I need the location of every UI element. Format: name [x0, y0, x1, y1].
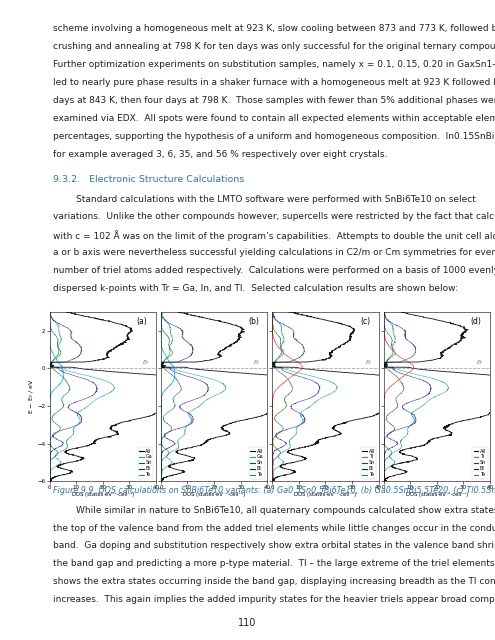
Text: (d): (d): [471, 317, 482, 326]
Text: scheme involving a homogeneous melt at 923 K, slow cooling between 873 and 773 K: scheme involving a homogeneous melt at 9…: [53, 24, 495, 33]
Text: (a): (a): [137, 317, 148, 326]
Text: $E_F$: $E_F$: [476, 358, 485, 367]
Legend: All, Tl, Sn, Bi, Te: All, Tl, Sn, Bi, Te: [361, 447, 376, 479]
Text: for example averaged 3, 6, 35, and 56 % respectively over eight crystals.: for example averaged 3, 6, 35, and 56 % …: [53, 150, 388, 159]
Text: a or b axis were nevertheless successful yielding calculations in C2/m or Cm sym: a or b axis were nevertheless successful…: [53, 248, 495, 257]
Text: led to nearly pure phase results in a shaker furnace with a homogeneous melt at : led to nearly pure phase results in a sh…: [53, 78, 495, 87]
Text: $E_F$: $E_F$: [253, 358, 262, 367]
Text: (b): (b): [248, 317, 259, 326]
Text: Further optimization experiments on substitution samples, namely x = 0.1, 0.15, : Further optimization experiments on subs…: [53, 60, 495, 69]
Text: Figure 9.9  DOS calculations on SnBi6Te10 variants: (a) Ga0.5Sn0.5Bi6Te10, (b) G: Figure 9.9 DOS calculations on SnBi6Te10…: [53, 486, 495, 495]
Text: percentages, supporting the hypothesis of a uniform and homogeneous composition.: percentages, supporting the hypothesis o…: [53, 132, 495, 141]
Text: examined via EDX.  All spots were found to contain all expected elements within : examined via EDX. All spots were found t…: [53, 114, 495, 123]
X-axis label: DOS (states·eV⁻¹·cell⁻¹): DOS (states·eV⁻¹·cell⁻¹): [72, 492, 134, 497]
Text: 9.3.2.   Electronic Structure Calculations: 9.3.2. Electronic Structure Calculations: [53, 175, 245, 184]
Y-axis label: E − E$_F$ / eV: E − E$_F$ / eV: [27, 378, 36, 415]
Text: While similar in nature to SnBi6Te10, all quaternary compounds calculated show e: While similar in nature to SnBi6Te10, al…: [53, 506, 495, 515]
Text: Standard calculations with the LMTO software were performed with SnBi6Te10 on se: Standard calculations with the LMTO soft…: [53, 195, 476, 204]
Text: shows the extra states occurring inside the band gap, displaying increasing brea: shows the extra states occurring inside …: [53, 577, 495, 586]
Legend: All, Ga, Sn, Bi, Te: All, Ga, Sn, Bi, Te: [249, 447, 265, 479]
Text: variations.  Unlike the other compounds however, supercells were restricted by t: variations. Unlike the other compounds h…: [53, 212, 495, 221]
Text: $E_F$: $E_F$: [142, 358, 150, 367]
Text: number of triel atoms added respectively.  Calculations were performed on a basi: number of triel atoms added respectively…: [53, 266, 495, 275]
Text: band.  Ga doping and substitution respectively show extra orbital states in the : band. Ga doping and substitution respect…: [53, 541, 495, 550]
X-axis label: DOS (states·eV⁻¹·cell⁻¹): DOS (states·eV⁻¹·cell⁻¹): [295, 492, 356, 497]
Text: (c): (c): [360, 317, 370, 326]
Text: dispersed k-points with Tr = Ga, In, and Tl.  Selected calculation results are s: dispersed k-points with Tr = Ga, In, and…: [53, 284, 458, 293]
X-axis label: DOS (states·eV⁻¹·cell⁻¹): DOS (states·eV⁻¹·cell⁻¹): [406, 492, 468, 497]
Text: $E_F$: $E_F$: [365, 358, 373, 367]
Text: with c = 102 Å was on the limit of the program’s capabilities.  Attempts to doub: with c = 102 Å was on the limit of the p…: [53, 230, 495, 241]
Text: the band gap and predicting a more p-type material.  Tl – the large extreme of t: the band gap and predicting a more p-typ…: [53, 559, 495, 568]
Legend: All, Tl, Sn, Bi, Te: All, Tl, Sn, Bi, Te: [472, 447, 488, 479]
Text: days at 843 K, then four days at 798 K.  Those samples with fewer than 5% additi: days at 843 K, then four days at 798 K. …: [53, 96, 495, 105]
Text: 110: 110: [238, 618, 257, 628]
Legend: All, Ga, Sn, Bi, Te: All, Ga, Sn, Bi, Te: [138, 447, 153, 479]
Text: crushing and annealing at 798 K for ten days was only successful for the origina: crushing and annealing at 798 K for ten …: [53, 42, 495, 51]
Text: the top of the valence band from the added triel elements while little changes o: the top of the valence band from the add…: [53, 524, 495, 532]
Text: increases.  This again implies the added impurity states for the heavier triels : increases. This again implies the added …: [53, 595, 495, 604]
X-axis label: DOS (states·eV⁻¹·cell⁻¹): DOS (states·eV⁻¹·cell⁻¹): [183, 492, 245, 497]
